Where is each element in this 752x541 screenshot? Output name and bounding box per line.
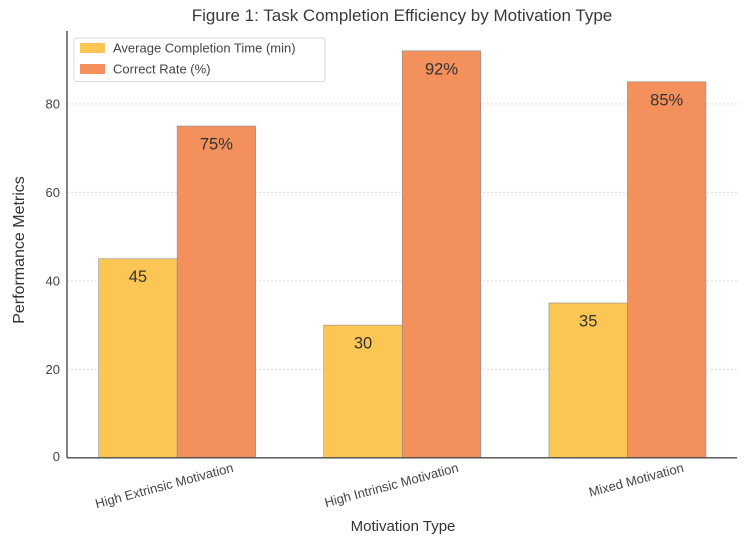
svg-text:75%: 75%: [200, 136, 233, 154]
svg-text:92%: 92%: [425, 60, 458, 78]
svg-text:0: 0: [53, 449, 60, 464]
svg-text:Correct Rate (%): Correct Rate (%): [113, 62, 211, 77]
svg-text:High Intrinsic Motivation: High Intrinsic Motivation: [323, 460, 460, 510]
svg-text:30: 30: [354, 335, 372, 353]
svg-text:Mixed Motivation: Mixed Motivation: [587, 460, 685, 500]
svg-text:Motivation Type: Motivation Type: [351, 518, 456, 535]
svg-text:60: 60: [46, 185, 60, 200]
svg-text:Performance Metrics: Performance Metrics: [11, 176, 28, 324]
svg-text:80: 80: [46, 96, 60, 111]
svg-text:35: 35: [579, 313, 597, 331]
svg-text:Average Completion Time (min): Average Completion Time (min): [113, 41, 296, 56]
svg-text:High Extrinsic Motivation: High Extrinsic Motivation: [94, 460, 235, 511]
svg-text:45: 45: [129, 268, 147, 286]
svg-text:40: 40: [46, 273, 60, 288]
svg-text:85%: 85%: [650, 91, 683, 109]
svg-text:20: 20: [46, 362, 60, 377]
